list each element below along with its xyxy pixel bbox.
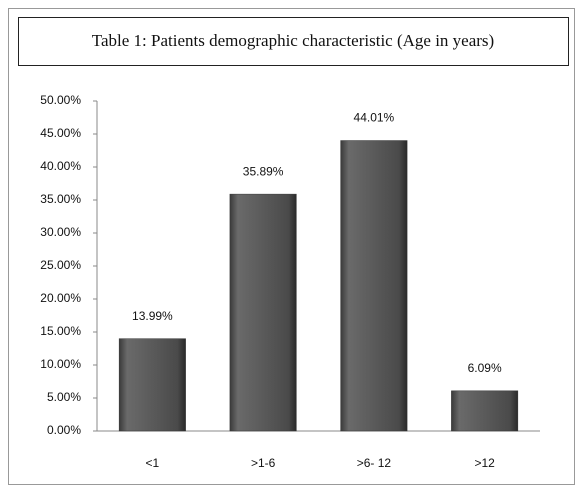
x-tick-label: >1-6 xyxy=(251,456,276,470)
y-tick-label: 10.00% xyxy=(40,357,81,371)
y-tick-label: 0.00% xyxy=(47,423,81,437)
y-tick-label: 25.00% xyxy=(40,258,81,272)
y-tick-label: 5.00% xyxy=(47,390,81,404)
x-tick-label: >6- 12 xyxy=(357,456,392,470)
bar xyxy=(118,338,186,432)
bar xyxy=(229,193,297,432)
x-tick-label: >12 xyxy=(474,456,495,470)
y-tick-label: 40.00% xyxy=(40,159,81,173)
y-tick-label: 45.00% xyxy=(40,126,81,140)
title-box xyxy=(18,17,569,66)
y-tick-label: 15.00% xyxy=(40,324,81,338)
value-label: 13.99% xyxy=(132,309,173,323)
bar xyxy=(340,140,408,432)
value-label: 6.09% xyxy=(468,361,502,375)
y-tick-label: 30.00% xyxy=(40,225,81,239)
value-label: 44.01% xyxy=(354,111,395,125)
frame xyxy=(8,8,575,485)
y-tick-label: 50.00% xyxy=(40,93,81,107)
x-tick-label: <1 xyxy=(146,456,160,470)
y-tick-label: 35.00% xyxy=(40,192,81,206)
value-label: 35.89% xyxy=(243,164,284,178)
chart-title: Table 1: Patients demographic characteri… xyxy=(92,31,494,50)
bar xyxy=(451,390,519,432)
y-tick-label: 20.00% xyxy=(40,291,81,305)
